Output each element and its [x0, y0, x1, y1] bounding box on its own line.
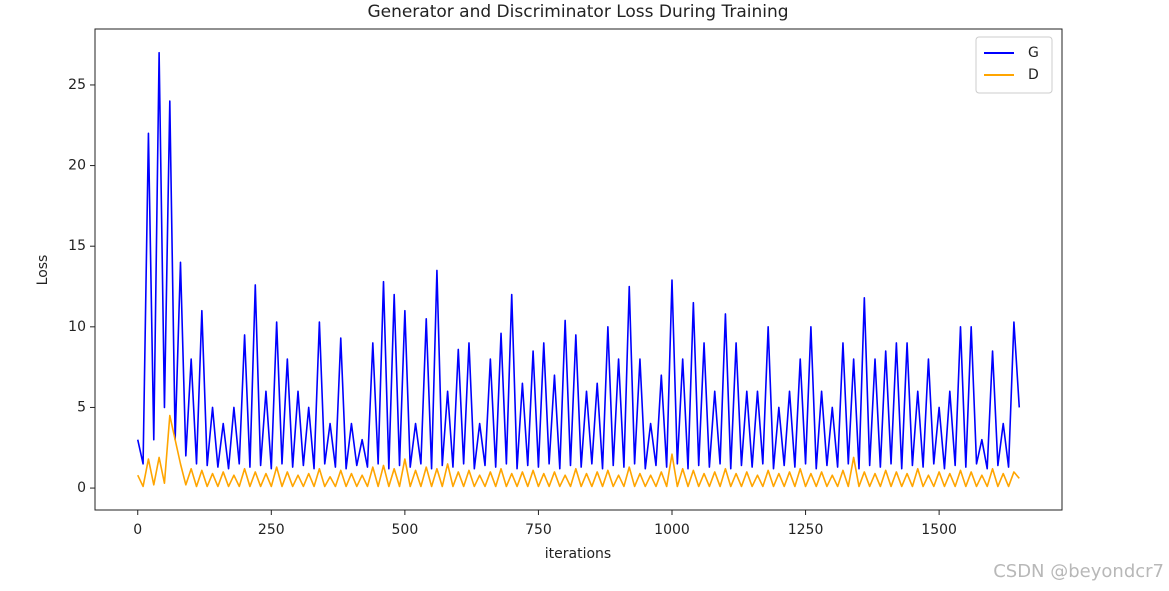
line-series: [137, 414, 1020, 488]
x-axis-label: iterations: [545, 546, 611, 562]
y-tick-label: 0: [77, 480, 86, 496]
x-tick-label: 0: [133, 522, 142, 538]
y-axis-label: Loss: [35, 255, 51, 286]
watermark: CSDN @beyondcr7: [993, 561, 1164, 582]
legend-label: D: [1028, 67, 1039, 83]
legend-label: G: [1028, 45, 1039, 61]
y-tick-label: 10: [68, 319, 86, 335]
y-tick-label: 15: [68, 238, 86, 254]
x-tick-label: 1250: [788, 522, 824, 538]
chart-title: Generator and Discriminator Loss During …: [367, 2, 788, 22]
line-series: [136, 51, 1021, 470]
plot-frame: [94, 28, 1063, 511]
y-tick-label: 20: [68, 158, 86, 174]
x-tick-label: 1000: [654, 522, 690, 538]
legend: GD: [975, 36, 1053, 94]
x-tick-label: 500: [392, 522, 419, 538]
y-tick-label: 5: [77, 399, 86, 415]
x-tick-label: 250: [258, 522, 285, 538]
x-tick-label: 750: [525, 522, 552, 538]
x-tick-label: 1500: [921, 522, 957, 538]
legend-box: [975, 36, 1053, 94]
y-tick-label: 25: [68, 77, 86, 93]
